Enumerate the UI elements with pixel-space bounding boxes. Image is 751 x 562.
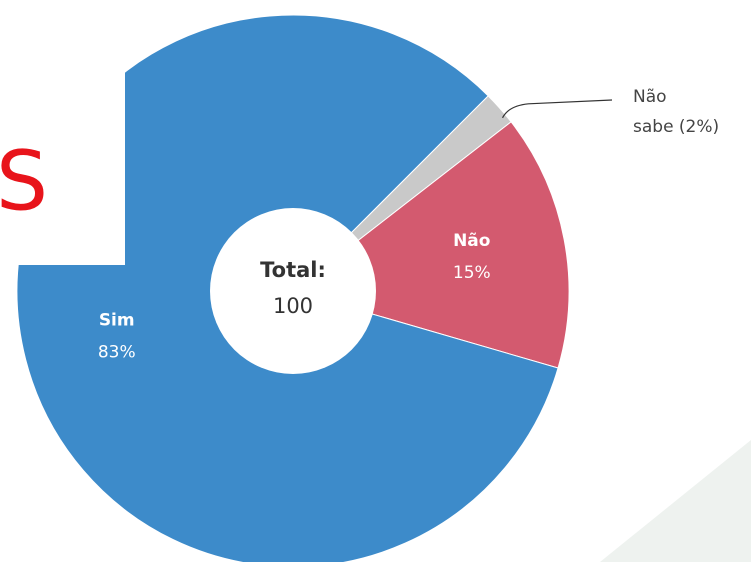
leader-line bbox=[501, 99, 613, 119]
slice-label: Sim bbox=[99, 310, 135, 330]
label-line: Não bbox=[633, 87, 667, 107]
donut-hole bbox=[210, 208, 376, 374]
overlay-text: S bbox=[0, 134, 48, 229]
outside-label: Não sabe (2%) bbox=[633, 87, 719, 137]
center-value: 100 bbox=[273, 294, 313, 318]
label-line: sabe (2%) bbox=[633, 117, 719, 137]
center-title: Total: bbox=[260, 258, 326, 282]
slice-label: Não bbox=[453, 231, 490, 251]
background-shape bbox=[600, 440, 751, 562]
slice-value-label: 83% bbox=[98, 342, 136, 362]
slice-value-label: 15% bbox=[453, 263, 491, 283]
cover-panel bbox=[0, 0, 125, 265]
